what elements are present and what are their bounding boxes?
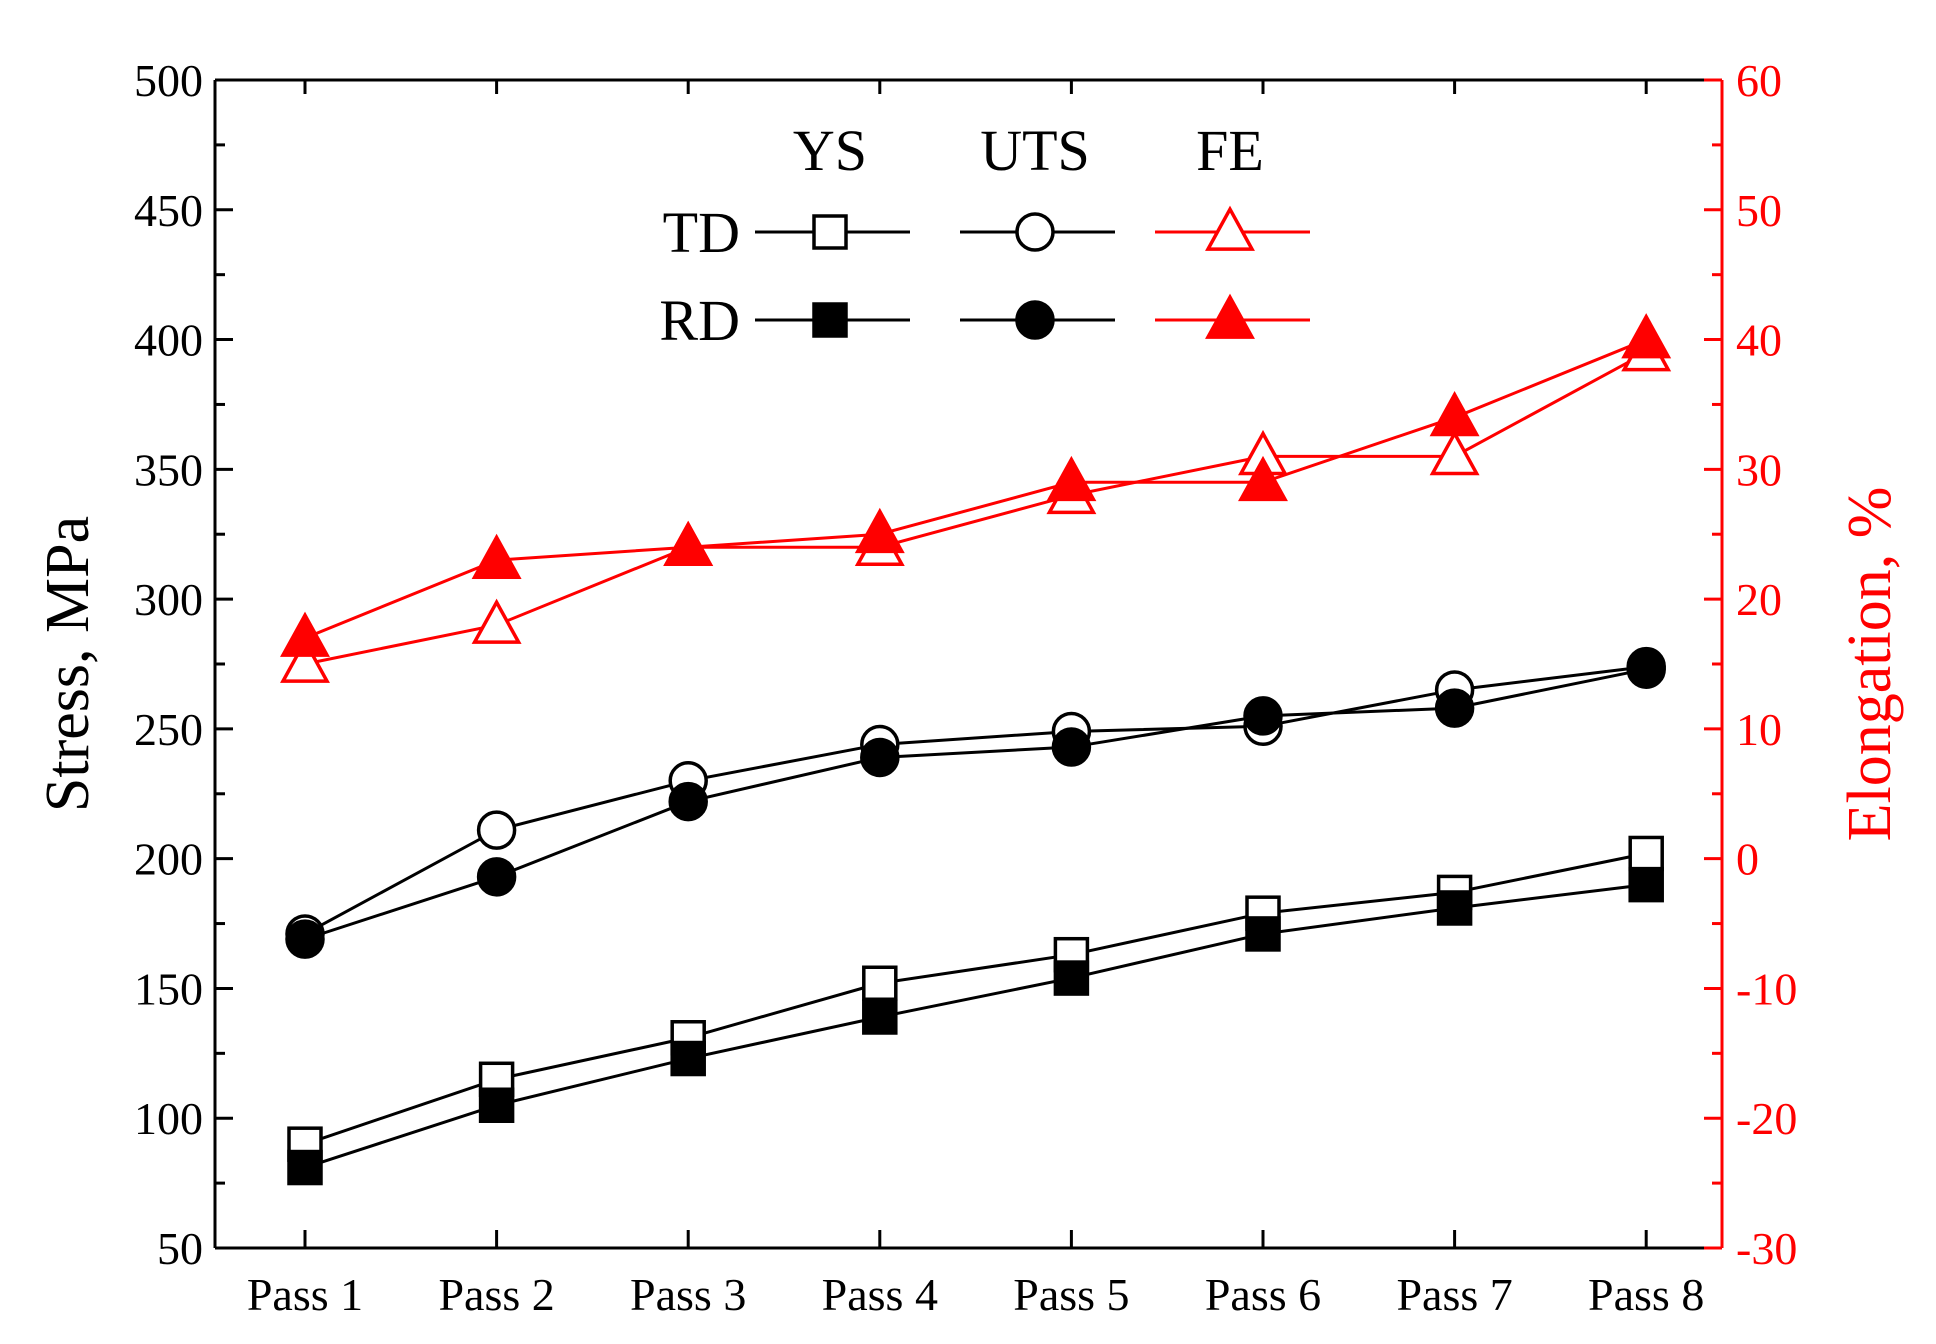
y-left-tick-label: 100 (134, 1093, 203, 1144)
series-line (304, 883, 1647, 1169)
data-point (663, 520, 714, 567)
data-point (471, 533, 522, 580)
series-ys-rd (287, 866, 1664, 1186)
x-tick-label: Pass 4 (822, 1269, 938, 1320)
x-tick-label: Pass 5 (1013, 1269, 1129, 1320)
y-right-tick-label: 50 (1736, 185, 1782, 236)
series-uts-rd (285, 649, 1666, 959)
data-point (287, 1149, 323, 1186)
data-point (854, 507, 905, 554)
data-point (476, 810, 517, 850)
legend-row-label: RD (659, 288, 740, 353)
data-point (1628, 835, 1664, 872)
y-right-tick-label: 0 (1736, 834, 1759, 885)
y-left-tick-label: 50 (157, 1223, 203, 1274)
y-left-tick-label: 250 (134, 704, 203, 755)
legend-row-label: TD (663, 200, 740, 265)
data-point (1051, 727, 1092, 767)
y-left-tick-label: 450 (134, 185, 203, 236)
legend-column-label: UTS (980, 118, 1090, 183)
data-point (1243, 696, 1283, 736)
data-point (862, 999, 898, 1035)
x-tick-label: Pass 7 (1396, 1269, 1512, 1320)
data-point (1436, 890, 1473, 926)
data-point (1046, 455, 1097, 502)
legend-marker (1205, 205, 1255, 251)
y-right-tick-label: -10 (1736, 963, 1797, 1014)
legend-marker (1015, 212, 1055, 252)
series-line (304, 852, 1647, 1146)
legend-column-label: YS (793, 118, 867, 183)
legend-marker (812, 214, 848, 250)
data-point (668, 781, 708, 822)
data-point (285, 919, 325, 959)
y-right-tick-label: 20 (1736, 574, 1782, 625)
data-point (476, 857, 517, 897)
legend-marker (1015, 300, 1055, 340)
y-right-tick-label: -20 (1736, 1093, 1797, 1144)
data-point (862, 965, 898, 1002)
data-point (1053, 960, 1090, 996)
series-line (304, 665, 1647, 936)
y-left-tick-label: 400 (134, 315, 203, 366)
legend-marker (812, 302, 848, 338)
data-point (1429, 429, 1480, 476)
series-fe-rd (280, 313, 1672, 657)
x-tick-label: Pass 1 (247, 1269, 363, 1320)
legend-column-label: FE (1196, 118, 1264, 183)
y-right-axis-title: Elongation, % (1836, 487, 1904, 842)
y-left-tick-label: 200 (134, 834, 203, 885)
x-tick-label: Pass 2 (438, 1269, 554, 1320)
legend-marker (1205, 293, 1255, 339)
data-point (280, 611, 330, 657)
data-point (1429, 390, 1480, 437)
y-left-axis-title: Stress, MPa (34, 516, 102, 812)
x-tick-label: Pass 3 (630, 1269, 746, 1320)
y-left-tick-label: 150 (134, 963, 203, 1014)
y-right-tick-label: 40 (1736, 315, 1782, 366)
y-left-tick-label: 300 (134, 574, 203, 625)
data-point (471, 598, 522, 644)
y-left-tick-label: 500 (134, 55, 203, 106)
series-line (304, 351, 1647, 666)
series-line (304, 338, 1647, 640)
x-tick-label: Pass 8 (1588, 1269, 1704, 1320)
data-point (1238, 455, 1288, 502)
data-point (1621, 313, 1672, 359)
data-point (478, 1087, 515, 1123)
data-point (1245, 916, 1281, 952)
y-right-tick-label: 60 (1736, 55, 1782, 106)
x-tick-label: Pass 6 (1205, 1269, 1321, 1320)
data-point (860, 737, 900, 778)
data-point (670, 1040, 706, 1077)
data-point (1628, 866, 1664, 903)
data-point (280, 637, 330, 683)
y-right-tick-label: 10 (1736, 704, 1782, 755)
y-right-tick-label: -30 (1736, 1223, 1797, 1274)
y-left-tick-label: 350 (134, 444, 203, 495)
y-right-tick-label: 30 (1736, 444, 1782, 495)
series-line (304, 667, 1647, 941)
data-point (1434, 688, 1475, 728)
series-fe-td (280, 326, 1672, 683)
data-point (1626, 649, 1666, 689)
